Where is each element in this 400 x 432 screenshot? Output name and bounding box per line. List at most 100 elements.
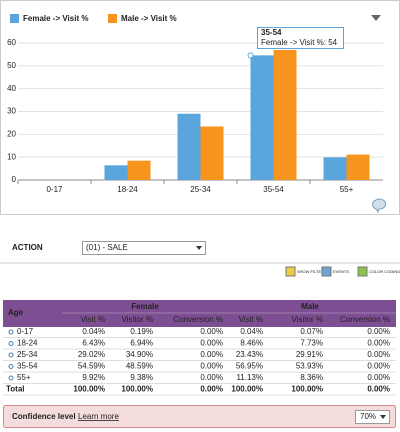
- x-tick-label: 0-17: [46, 185, 63, 194]
- table-cell: 6.94%: [130, 339, 153, 348]
- table-cell: 8.36%: [300, 373, 323, 382]
- table-cell: 0.00%: [367, 385, 390, 394]
- table-cell: 0.00%: [200, 373, 223, 382]
- table-cell: 25-34: [17, 350, 38, 359]
- column-header: Conversion %: [173, 315, 223, 324]
- header-cell: Female: [131, 302, 159, 311]
- table-cell: 8.46%: [240, 339, 263, 348]
- hover-point: [247, 52, 254, 59]
- tool-label[interactable]: EVENTS: [333, 269, 349, 274]
- tooltip-title: 35-54: [261, 28, 282, 37]
- chart-menu[interactable]: [371, 15, 381, 21]
- column-header: Visitor %: [122, 315, 153, 324]
- toolbar: SHOW FILTERS EVENTS COLOR CODING: [285, 266, 400, 277]
- row-search-icon[interactable]: [8, 364, 14, 369]
- tool-icon[interactable]: [357, 266, 368, 277]
- legend-label[interactable]: Female -> Visit %: [23, 14, 88, 23]
- table-cell: 100.00%: [121, 385, 153, 394]
- table-cell: 0.00%: [367, 350, 390, 359]
- legend-swatch: [10, 14, 19, 23]
- table-cell: 0.00%: [200, 327, 223, 336]
- table-cell: 0.07%: [300, 327, 323, 336]
- table-cell: 0.00%: [367, 373, 390, 382]
- table-cell: 54.59%: [78, 362, 105, 371]
- table-cell: 0-17: [17, 327, 34, 336]
- column-header: Visitor %: [292, 315, 323, 324]
- table-cell: 55+: [17, 373, 31, 382]
- x-tick-label: 55+: [340, 185, 354, 194]
- x-tick-label: 35-54: [263, 185, 284, 194]
- table-cell: 0.04%: [240, 327, 263, 336]
- table-cell: 11.13%: [236, 373, 263, 382]
- row-search-icon[interactable]: [8, 341, 14, 346]
- learn-more-link[interactable]: Learn more: [78, 412, 119, 421]
- column-header: Conversion %: [340, 315, 390, 324]
- tooltip: [257, 27, 344, 49]
- legend-swatch: [108, 14, 117, 23]
- confidence-value: 70%: [360, 412, 376, 421]
- table-cell: 0.00%: [367, 339, 390, 348]
- tool-icon[interactable]: [321, 266, 332, 277]
- y-tick-label: 40: [7, 84, 16, 93]
- select-arrow: [196, 246, 202, 250]
- y-tick-label: 20: [7, 129, 16, 138]
- chart: 0 10 20 30 40 50 60 0-17 18-24 25-34 35-54 55+ Femal…: [7, 14, 383, 194]
- table-cell: 0.00%: [367, 327, 390, 336]
- table-cell: 56.95%: [236, 362, 263, 371]
- table-cell: 9.38%: [130, 373, 153, 382]
- y-tick-label: 50: [7, 61, 16, 70]
- y-tick-label: 10: [7, 152, 16, 161]
- table-cell: 34.90%: [126, 350, 153, 359]
- table-cell: 0.00%: [367, 362, 390, 371]
- table-cell: 23.43%: [236, 350, 263, 359]
- tool-label[interactable]: COLOR CODING: [369, 269, 400, 274]
- table-cell: 48.59%: [126, 362, 153, 371]
- x-tick-label: 25-34: [190, 185, 211, 194]
- table-cell: 0.00%: [200, 362, 223, 371]
- table-cell: 100.00%: [291, 385, 323, 394]
- action-label: ACTION: [12, 243, 43, 252]
- confidence-label: Confidence level: [12, 412, 76, 421]
- table-cell: 29.02%: [78, 350, 105, 359]
- table-cell: 100.00%: [73, 385, 105, 394]
- bar: [273, 49, 297, 180]
- table-cell: 100.00%: [231, 385, 263, 394]
- tool-icon[interactable]: [285, 266, 296, 277]
- header-cell: Male: [301, 302, 319, 311]
- table-cell: 7.73%: [300, 339, 323, 348]
- column-header: Visit %: [239, 315, 263, 324]
- bar: [346, 154, 370, 180]
- action-select[interactable]: [82, 241, 206, 255]
- table-cell: 53.93%: [296, 362, 323, 371]
- bar: [200, 126, 224, 180]
- row-search-icon[interactable]: [8, 352, 14, 358]
- x-tick-label: 18-24: [117, 185, 138, 194]
- tooltip-text: Female -> Visit %: 54: [261, 38, 338, 47]
- bar: [127, 160, 151, 180]
- table-cell: Total: [6, 385, 25, 394]
- table-cell: 0.04%: [82, 327, 105, 336]
- table-cell: 6.43%: [82, 339, 105, 348]
- row-search-icon[interactable]: [8, 375, 14, 381]
- row-search-icon[interactable]: [8, 329, 14, 335]
- confidence-bar: [3, 405, 396, 428]
- table-cell: 29.91%: [296, 350, 323, 359]
- y-tick-label: 60: [7, 38, 16, 47]
- table-cell: 0.19%: [130, 327, 153, 336]
- confidence-select[interactable]: [355, 410, 390, 424]
- table-cell: 35-54: [17, 362, 38, 371]
- table-cell: 0.00%: [200, 350, 223, 359]
- table-cell: 0.00%: [200, 339, 223, 348]
- bar: [104, 165, 128, 180]
- y-tick-label: 30: [7, 107, 16, 116]
- y-tick-label: 0: [12, 175, 17, 184]
- action-value: (01) - SALE: [86, 243, 128, 252]
- comment-icon[interactable]: [372, 198, 387, 214]
- tool-label[interactable]: SHOW FILTERS: [297, 269, 327, 274]
- bar: [250, 55, 274, 181]
- data-table: Age Female Male Visit % Visitor % Conversion …: [3, 300, 396, 396]
- legend-label[interactable]: Male -> Visit %: [121, 14, 177, 23]
- header-cell: Age: [8, 308, 24, 317]
- table-cell: 9.92%: [82, 373, 105, 382]
